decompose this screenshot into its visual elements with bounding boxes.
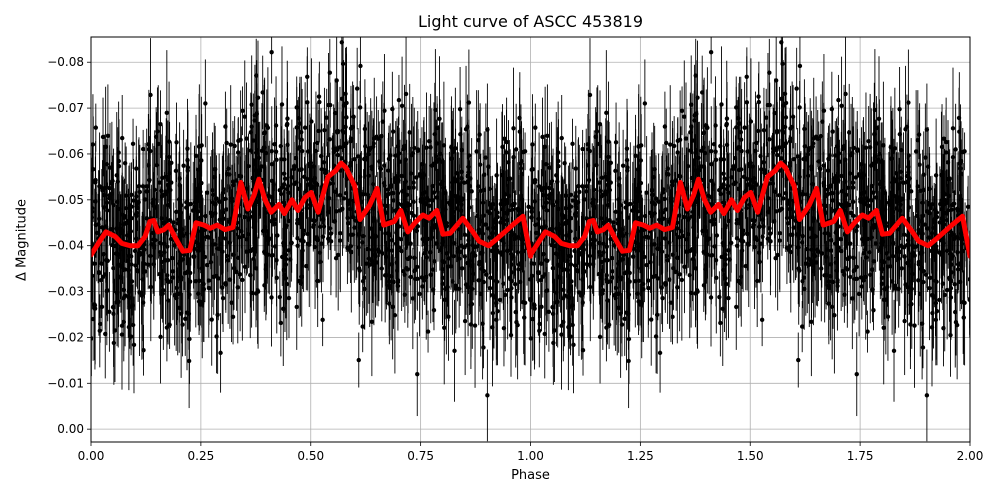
y-tick-label: −0.01 bbox=[47, 376, 84, 390]
x-tick-label: 0.00 bbox=[78, 449, 105, 463]
y-tick-label: −0.05 bbox=[47, 193, 84, 207]
x-tick-label: 0.50 bbox=[297, 449, 324, 463]
x-tick-label: 1.25 bbox=[627, 449, 654, 463]
model-curve bbox=[91, 160, 970, 259]
y-tick-label: −0.02 bbox=[47, 330, 84, 344]
y-tick-label: −0.03 bbox=[47, 285, 84, 299]
x-tick-label: 1.50 bbox=[737, 449, 764, 463]
y-axis-ticks: −0.08 −0.07 −0.06 −0.05 −0.04 −0.03 −0.02 −0.01… bbox=[47, 55, 91, 436]
x-tick-label: 1.00 bbox=[517, 449, 544, 463]
x-tick-label: 0.25 bbox=[188, 449, 215, 463]
x-axis-label: Phase bbox=[511, 468, 550, 483]
y-tick-label: −0.04 bbox=[47, 239, 84, 253]
x-axis-ticks: 0.00 0.25 0.50 0.75 1.00 1.25 1.50 1.75 2.00 bbox=[78, 442, 984, 463]
x-tick-label: 2.00 bbox=[957, 449, 984, 463]
x-tick-label: 1.75 bbox=[847, 449, 874, 463]
chart-title: Light curve of ASCC 453819 bbox=[417, 12, 644, 31]
y-tick-label: −0.08 bbox=[47, 55, 84, 69]
y-tick-label: −0.07 bbox=[47, 101, 84, 115]
y-tick-label: 0.00 bbox=[57, 422, 84, 436]
observation-points bbox=[91, 37, 970, 442]
y-tick-label: −0.06 bbox=[47, 147, 84, 161]
x-tick-label: 0.75 bbox=[407, 449, 434, 463]
y-axis-label: Δ Magnitude bbox=[14, 199, 30, 281]
